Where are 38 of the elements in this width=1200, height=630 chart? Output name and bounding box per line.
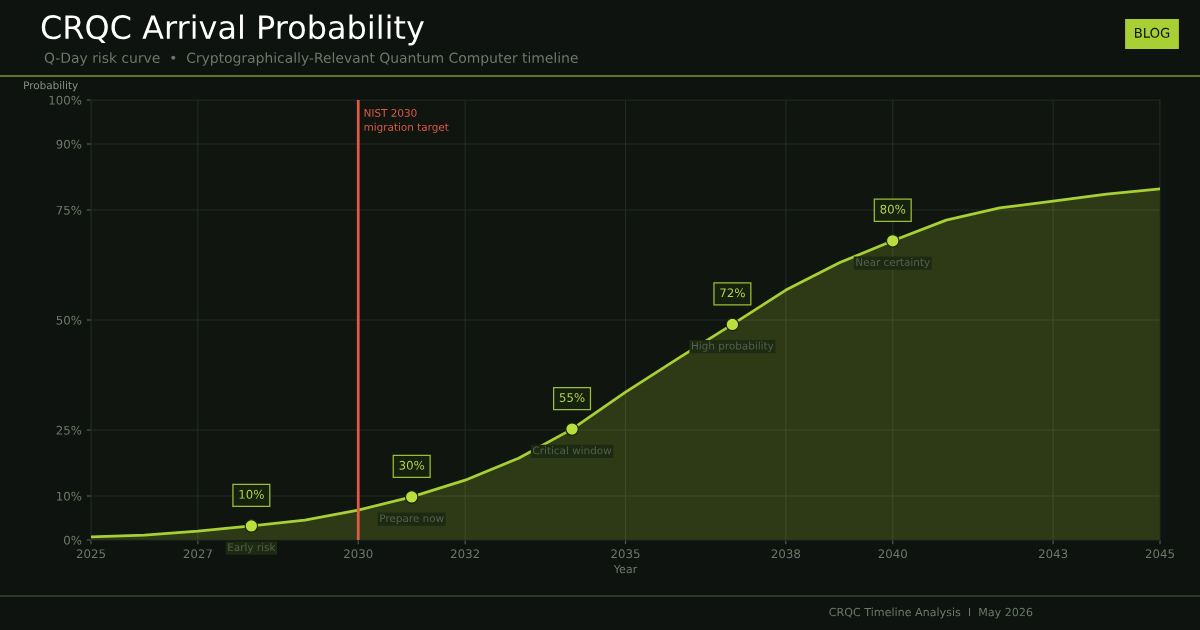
point <box>404 490 419 504</box>
annotation: 55% <box>559 393 585 402</box>
x-tick-label: 2035 <box>611 549 640 559</box>
x-tick-label: 2032 <box>450 549 479 559</box>
y-tick-label: 0% <box>64 535 82 545</box>
x-axis-title: Year <box>613 564 638 574</box>
annotation: Critical window <box>533 446 612 455</box>
chart-subtitle: Q-Day risk curve • Cryptographically-Relevant Quantum Computer timeline <box>44 52 578 66</box>
point <box>885 234 900 248</box>
annotation: 72% <box>720 288 745 298</box>
y-tick-label: 90% <box>56 139 82 149</box>
point <box>565 422 579 436</box>
annotation: Near certainty <box>856 257 930 269</box>
y-tick-label: 10% <box>57 491 82 501</box>
annotation: 30% <box>399 460 425 470</box>
y-tick-label: 50% <box>56 315 82 325</box>
annotation: 10% <box>239 489 264 499</box>
y-tick-label: 100% <box>49 95 82 105</box>
x-tick-label: 2030 <box>344 549 373 559</box>
annotation: Early risk <box>228 543 276 554</box>
x-tick-label: 2043 <box>1038 549 1068 559</box>
ref-line-label: NIST 2030 migration target <box>364 108 449 133</box>
text: BLOG <box>1135 27 1170 38</box>
x-tick-label: 2038 <box>771 549 801 559</box>
chart-title: CRQC Arrival Probability <box>41 14 424 46</box>
point <box>725 317 740 332</box>
annotation: 80% <box>880 204 906 214</box>
y-axis-title: Probability <box>24 81 78 92</box>
x-tick-label: 2027 <box>183 549 212 559</box>
x-tick-label: 2045 <box>1145 549 1174 559</box>
point <box>244 519 259 533</box>
x-tick-label: 2025 <box>76 549 105 559</box>
annotation: Prepare now <box>380 514 444 525</box>
x-tick-label: 2040 <box>878 549 907 559</box>
y-tick-label: 25% <box>56 425 82 435</box>
text: CRQC Timeline Analysis I May 2026 <box>829 607 1033 619</box>
y-tick-label: 75% <box>56 205 82 215</box>
annotation: High probability <box>692 341 774 352</box>
